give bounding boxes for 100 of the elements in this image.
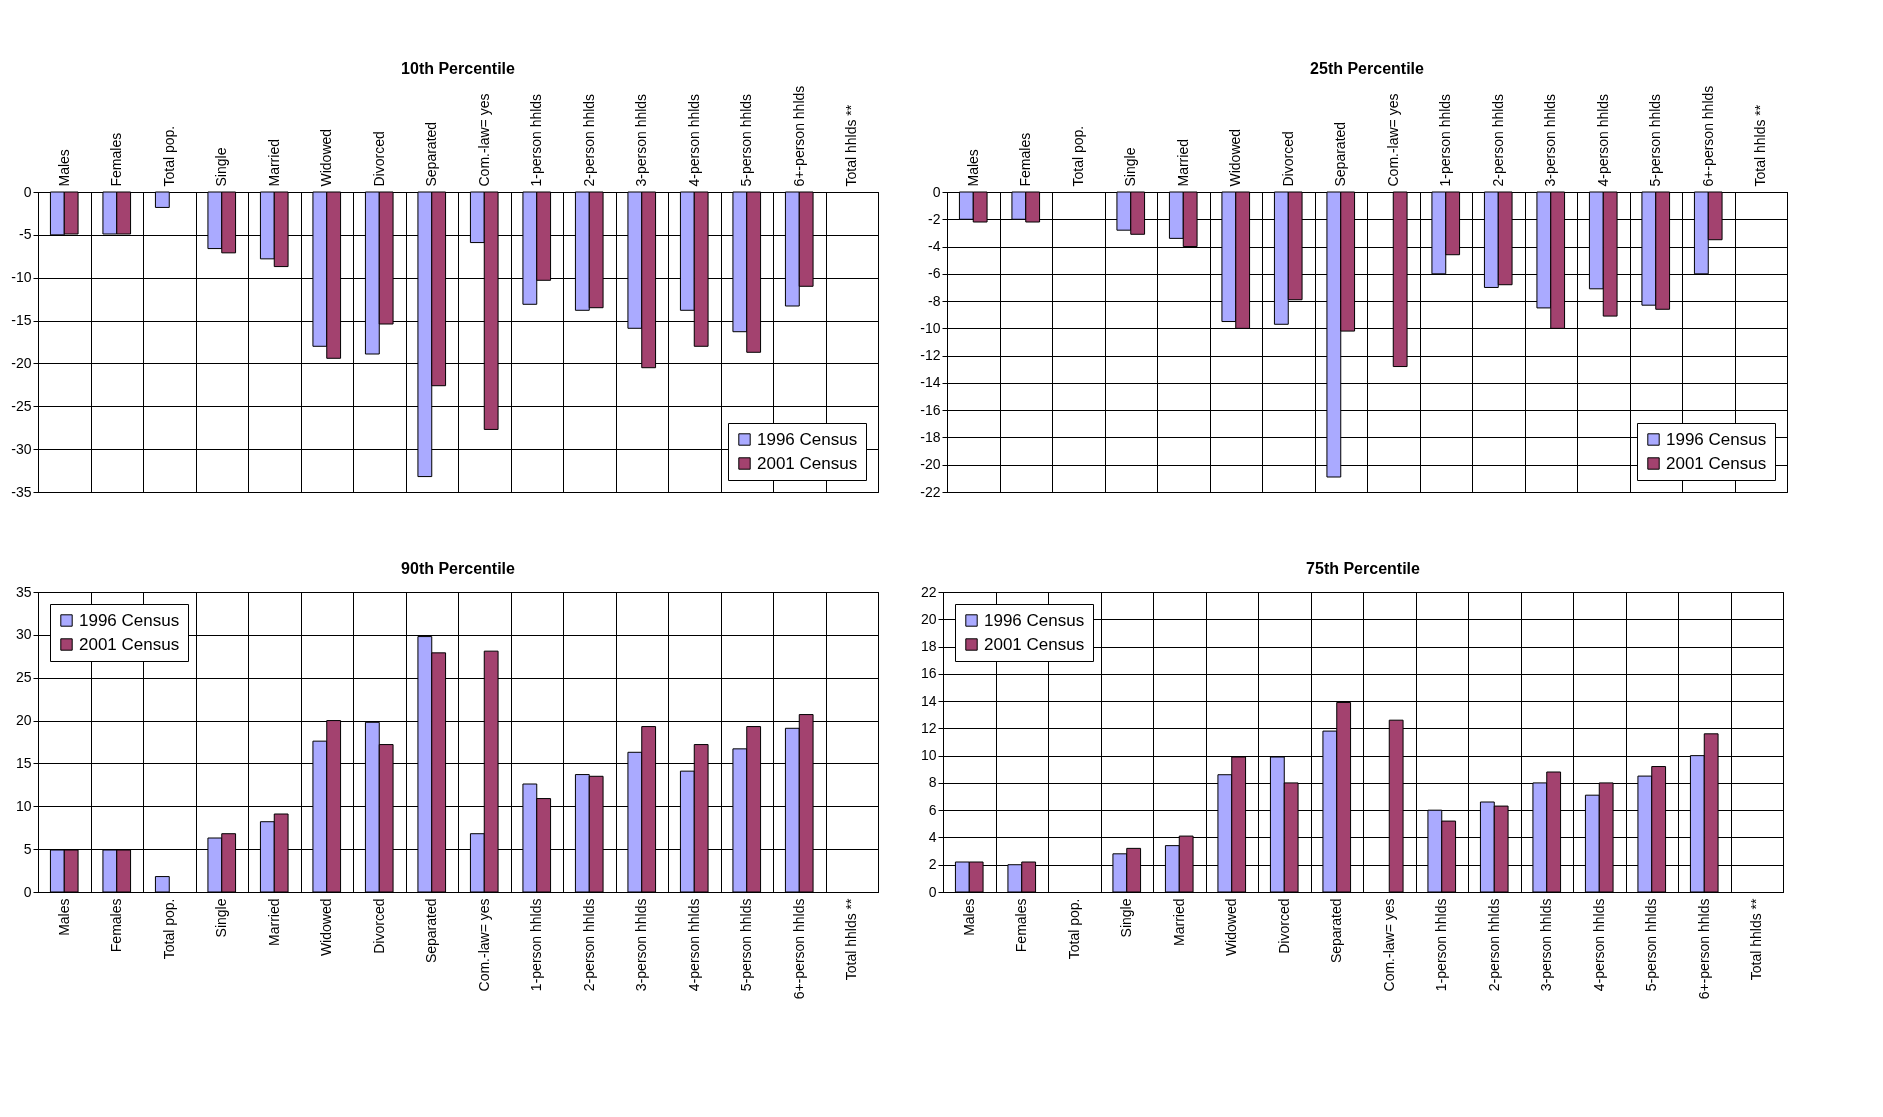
x-tick-label: Widowed [1227, 128, 1244, 187]
legend-label: 1996 Census [1666, 429, 1767, 449]
y-tick-label: -6 [928, 265, 941, 282]
x-tick-label: Males [55, 149, 72, 187]
x-tick-label: Single [1118, 898, 1135, 938]
x-tick-label: Females [1013, 898, 1030, 953]
x-tick-label: 5-person hhlds [738, 898, 755, 992]
chart-title: 75th Percentile [1306, 560, 1421, 577]
legend-label: 2001 Census [984, 634, 1085, 654]
y-tick-label: -25 [11, 397, 32, 414]
x-tick-label: 2-person hhlds [1485, 898, 1502, 992]
x-tick-label: 1-person hhlds [528, 898, 545, 992]
x-tick-label: Females [108, 132, 125, 187]
y-tick-label: 35 [15, 583, 32, 600]
x-tick-label: Divorced [1275, 898, 1292, 954]
legend-label: 2001 Census [757, 453, 858, 473]
x-tick-label: 2-person hhlds [580, 898, 597, 992]
x-tick-label: Separated [1328, 898, 1345, 964]
x-tick-label: Separated [423, 121, 440, 187]
x-tick-label: 3-person hhlds [1542, 93, 1559, 187]
y-tick-label: 0 [928, 883, 937, 900]
x-tick-label: 3-person hhlds [1538, 898, 1555, 992]
x-tick-label: 4-person hhlds [1594, 93, 1611, 187]
chart-title: 10th Percentile [401, 60, 516, 78]
x-tick-label: 6+-person hhlds [790, 85, 807, 187]
legend-label: 1996 Census [79, 610, 180, 630]
x-tick-label: Males [960, 898, 977, 936]
x-tick-label: Married [1174, 139, 1191, 187]
x-tick-label: Total pop. [1069, 125, 1086, 187]
x-tick-label: Males [55, 898, 72, 936]
x-tick-label: Total hhlds ** [1748, 897, 1765, 981]
x-tick-label: Divorced [1279, 131, 1296, 187]
y-tick-label: -15 [11, 312, 32, 329]
y-tick-label: -18 [920, 428, 941, 445]
y-tick-label: 20 [15, 712, 32, 729]
x-tick-label: Total hhlds ** [843, 897, 860, 981]
x-tick-label: 1-person hhlds [1437, 93, 1454, 187]
x-tick-label: 4-person hhlds [685, 93, 702, 187]
y-tick-label: -5 [19, 226, 32, 243]
x-tick-label: Widowed [318, 898, 335, 957]
y-tick-label: -8 [928, 292, 941, 309]
y-tick-label: 22 [920, 583, 937, 600]
y-tick-label: 14 [920, 692, 937, 709]
y-tick-label: 2 [928, 856, 937, 873]
y-tick-label: -20 [920, 456, 941, 473]
y-tick-label: -12 [920, 347, 941, 364]
x-tick-label: 4-person hhlds [1590, 898, 1607, 992]
y-tick-label: 0 [932, 183, 941, 200]
y-tick-label: 8 [928, 774, 937, 791]
bar [154, 876, 170, 893]
x-tick-label: Total pop. [160, 898, 177, 960]
x-tick-label: Females [108, 898, 125, 953]
x-tick-label: Com.-law= yes [475, 898, 492, 992]
y-tick-label: 12 [920, 719, 937, 736]
x-tick-label: Total hhlds ** [1752, 104, 1769, 187]
y-tick-label: 15 [15, 754, 32, 771]
x-tick-label: Separated [1332, 121, 1349, 187]
x-tick-label: Widowed [1223, 898, 1240, 957]
x-tick-label: 5-person hhlds [1647, 93, 1664, 187]
x-tick-label: Married [265, 898, 282, 946]
y-tick-label: 4 [928, 828, 937, 845]
x-tick-label: Widowed [318, 128, 335, 187]
y-tick-label: -4 [928, 238, 941, 255]
y-tick-label: -10 [920, 319, 941, 336]
x-tick-label: Divorced [370, 131, 387, 187]
y-tick-label: -30 [11, 440, 32, 457]
x-tick-label: Com.-law= yes [475, 93, 492, 187]
legend-label: 2001 Census [79, 634, 180, 654]
y-tick-label: -35 [11, 483, 32, 500]
x-tick-label: Single [213, 147, 230, 187]
x-tick-label: 2-person hhlds [580, 93, 597, 187]
x-tick-label: Total pop. [1065, 898, 1082, 960]
x-tick-label: Total pop. [160, 125, 177, 187]
x-tick-label: 1-person hhlds [1433, 898, 1450, 992]
y-tick-label: 16 [920, 665, 937, 682]
x-tick-label: Total hhlds ** [843, 104, 860, 187]
x-tick-label: Males [964, 149, 981, 187]
y-tick-label: 0 [23, 183, 32, 200]
x-tick-label: Separated [423, 898, 440, 964]
y-tick-label: -14 [920, 374, 941, 391]
y-tick-label: 6 [928, 801, 937, 818]
y-tick-label: -2 [928, 210, 941, 227]
y-tick-label: 5 [23, 840, 32, 857]
y-tick-label: -10 [11, 269, 32, 286]
legend-label: 1996 Census [984, 610, 1085, 630]
x-tick-label: 3-person hhlds [633, 898, 650, 992]
legend-label: 1996 Census [757, 429, 858, 449]
y-tick-label: 20 [920, 610, 937, 627]
y-tick-label: 25 [15, 669, 32, 686]
x-tick-label: Married [265, 139, 282, 187]
x-tick-label: Divorced [370, 898, 387, 954]
x-tick-label: Married [1170, 898, 1187, 946]
chart-title: 25th Percentile [1310, 60, 1425, 78]
x-tick-label: Com.-law= yes [1380, 898, 1397, 992]
x-tick-label: 6+-person hhlds [1695, 898, 1712, 1000]
x-tick-label: 2-person hhlds [1489, 93, 1506, 187]
x-tick-label: 1-person hhlds [528, 93, 545, 187]
y-tick-label: 10 [15, 797, 32, 814]
x-tick-label: 6+-person hhlds [1699, 85, 1716, 187]
y-tick-label: 0 [23, 883, 32, 900]
